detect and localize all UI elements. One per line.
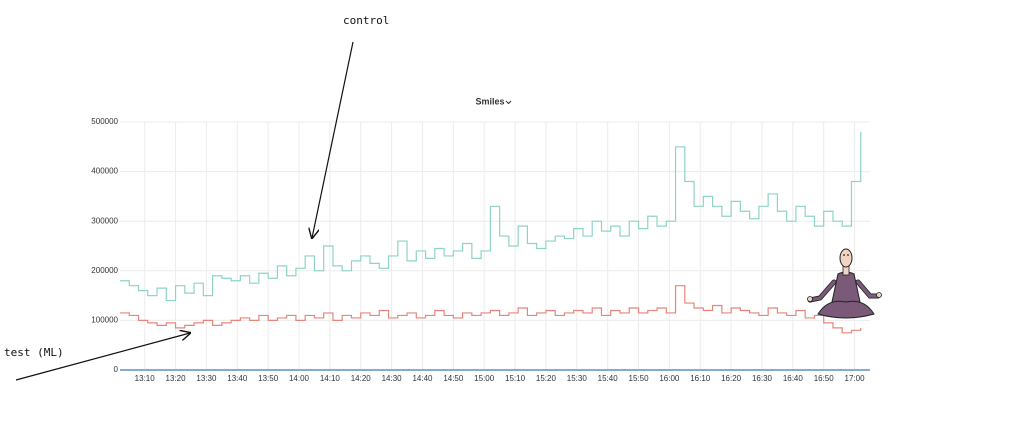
x-tick-label: 14:00	[289, 374, 310, 383]
x-tick-label: 17:00	[845, 374, 866, 383]
x-tick-label: 14:50	[443, 374, 464, 383]
y-tick-label: 200000	[91, 266, 118, 275]
x-tick-label: 14:30	[382, 374, 403, 383]
x-tick-label: 15:00	[474, 374, 495, 383]
x-tick-label: 13:10	[135, 374, 156, 383]
x-tick-label: 14:40	[412, 374, 433, 383]
x-tick-label: 13:40	[227, 374, 248, 383]
title-chevron[interactable]	[505, 100, 512, 105]
y-tick-label: 400000	[91, 167, 118, 176]
grid: 0 100000 200000 300000 400000 500000 13:10 13:2…	[91, 117, 870, 383]
y-tick-label: 500000	[91, 117, 118, 126]
x-tick-label: 16:00	[659, 374, 680, 383]
x-tick-label: 15:40	[598, 374, 619, 383]
y-tick-label: 300000	[91, 216, 118, 225]
x-tick-label: 16:10	[690, 374, 711, 383]
x-tick-label: 15:20	[536, 374, 557, 383]
x-tick-label: 14:20	[351, 374, 372, 383]
chart-title[interactable]: Smiles	[475, 96, 504, 106]
x-tick-label: 13:30	[196, 374, 217, 383]
series-line	[120, 131, 862, 302]
x-tick-label: 16:20	[721, 374, 742, 383]
x-tick-label: 16:30	[752, 374, 773, 383]
x-tick-label: 15:30	[567, 374, 588, 383]
x-tick-label: 13:20	[166, 374, 187, 383]
meditating-figure	[807, 248, 882, 319]
annotation-arrow	[15, 333, 190, 381]
y-tick-label: 0	[114, 365, 119, 374]
x-tick-label: 16:40	[783, 374, 804, 383]
annotation: test (ML)	[4, 346, 64, 359]
annotation-arrow	[312, 41, 354, 238]
series-line	[120, 285, 862, 334]
x-tick-label: 15:50	[629, 374, 650, 383]
x-tick-label: 16:50	[814, 374, 835, 383]
x-tick-label: 15:10	[505, 374, 526, 383]
x-tick-label: 14:10	[320, 374, 341, 383]
y-tick-label: 100000	[91, 316, 118, 325]
plot	[120, 131, 862, 334]
x-tick-label: 13:50	[258, 374, 279, 383]
annotation: control	[343, 14, 389, 27]
